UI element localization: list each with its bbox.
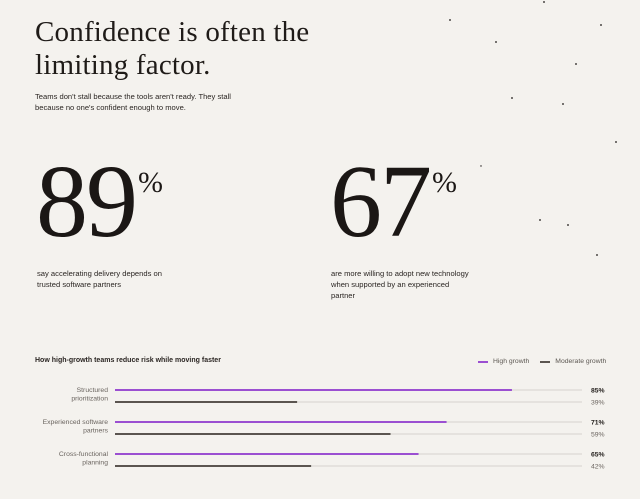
category-label: Cross-functional planning [59,451,109,467]
legend-label: High growth [493,358,530,365]
dot [596,254,598,256]
legend-item-moderate-growth: Moderate growth [540,358,606,365]
page-subtitle: Teams don't stall because the tools aren… [35,92,231,112]
dot [567,224,569,226]
chart-legend: High growth Moderate growth [478,358,606,365]
dot [495,41,497,43]
legend-item-high-growth: High growth [478,358,529,365]
legend-swatch-high-growth [478,360,488,363]
chart-title: How high-growth teams reduce risk while … [35,357,221,364]
category-label: Experienced software partners [43,419,109,435]
category-label: Structured prioritization [71,387,108,403]
stat-description: are more willing to adopt new technology… [331,269,469,300]
dot [615,141,617,143]
page-title: Confidence is often the limiting factor. [35,16,310,81]
dot [511,97,513,99]
dot [543,1,545,3]
value-label: 71% [591,419,605,426]
value-label: 59% [591,431,605,438]
value-label: 65% [591,451,605,458]
decorative-dots [449,1,617,256]
dot [562,103,564,105]
dot [539,219,541,221]
stat-value: 67 [330,144,432,259]
value-label: 85% [591,387,605,394]
stat-unit: % [432,166,457,199]
legend-label: Moderate growth [555,358,607,365]
dot [575,63,577,65]
value-label: 42% [591,463,605,470]
stat-unit: % [138,166,163,199]
dot [449,19,451,21]
value-label: 39% [591,399,605,406]
legend-swatch-moderate-growth [540,360,551,363]
dot [480,165,482,167]
stat-description: say accelerating delivery depends on tru… [37,269,162,289]
stat-adoption: 67% are more willing to adopt new techno… [330,144,469,301]
stat-value: 89 [36,144,138,259]
stat-delivery: 89% say accelerating delivery depends on… [36,144,163,290]
dot [600,24,602,26]
